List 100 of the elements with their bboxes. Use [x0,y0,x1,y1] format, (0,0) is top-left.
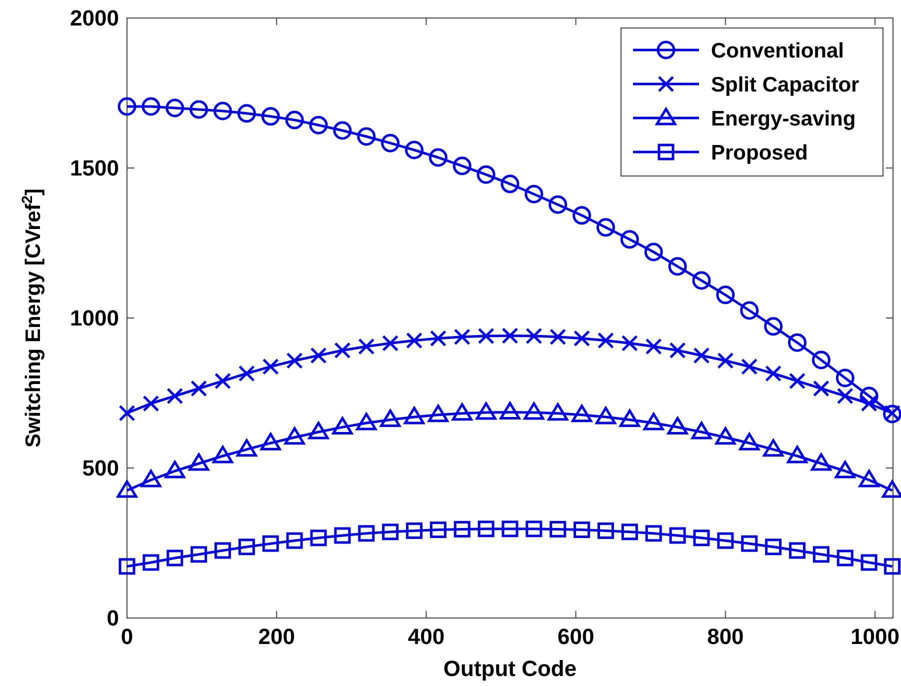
point [309,116,328,134]
legend-label: Conventional [711,39,844,62]
point [621,334,638,352]
point [524,184,544,204]
point [741,358,758,375]
point [692,271,711,290]
point [260,432,281,450]
point [765,538,782,556]
point [500,402,520,420]
point [574,330,590,347]
y-tick-label: 1500 [70,156,119,181]
point [262,358,279,375]
point [428,404,448,422]
point [405,140,424,160]
point [717,532,734,549]
point [667,416,688,434]
point [142,395,160,412]
point [739,432,760,450]
point [308,422,329,440]
point [190,380,208,397]
point [884,558,900,575]
point [668,257,687,276]
point [116,480,138,498]
y-tick-label: 2000 [70,6,119,31]
point [669,342,686,359]
point [452,156,472,176]
point [430,522,446,538]
point [454,328,470,346]
point [836,388,854,404]
point [765,365,782,382]
point [430,330,446,347]
point [645,338,662,355]
point [358,338,375,355]
x-tick-label: 400 [408,624,445,649]
point [357,127,376,146]
point [380,409,401,427]
point [356,412,377,430]
point [669,527,686,544]
point [118,558,136,575]
point [332,416,353,434]
point [310,347,327,364]
point [691,422,712,440]
point [619,409,640,427]
point [118,97,136,116]
point [190,546,208,563]
point [381,134,400,152]
point [789,372,806,390]
y-tick-label: 1000 [70,306,119,331]
y-tick-label: 500 [82,456,119,481]
point [166,388,184,404]
point [118,404,136,422]
point [574,522,590,538]
point [212,446,233,464]
point [237,104,256,123]
point [596,218,615,237]
point [236,439,257,457]
point [334,342,351,359]
point [598,332,614,349]
point [526,520,542,538]
point [621,524,638,540]
point [284,427,305,445]
point [717,352,734,369]
point [382,524,399,540]
legend-label: Proposed [711,141,808,164]
point [140,470,162,488]
point [406,332,422,349]
point [548,403,568,421]
point [238,538,255,556]
point [310,530,327,546]
legend-label: Split Capacitor [711,73,860,96]
point [404,406,424,424]
legend-label: Energy-saving [711,107,856,130]
y-tick-label: 0 [106,606,119,631]
point [715,427,736,445]
point [142,97,160,116]
point [502,520,518,538]
point [716,286,735,304]
point [524,402,544,420]
point [262,535,279,552]
point [645,525,662,542]
point [644,242,663,262]
point [502,327,518,344]
point [478,328,494,344]
point [142,554,160,571]
point [834,460,856,478]
point [860,554,878,571]
point [572,404,592,422]
point [596,406,616,424]
point [550,328,566,346]
point [526,328,542,344]
x-tick-label: 1000 [850,624,900,649]
point [812,380,830,397]
point [188,453,210,471]
point [789,542,806,559]
point [500,174,520,194]
point [214,372,231,390]
point [741,535,758,552]
point [406,522,422,539]
point [836,550,854,566]
point [572,206,592,225]
